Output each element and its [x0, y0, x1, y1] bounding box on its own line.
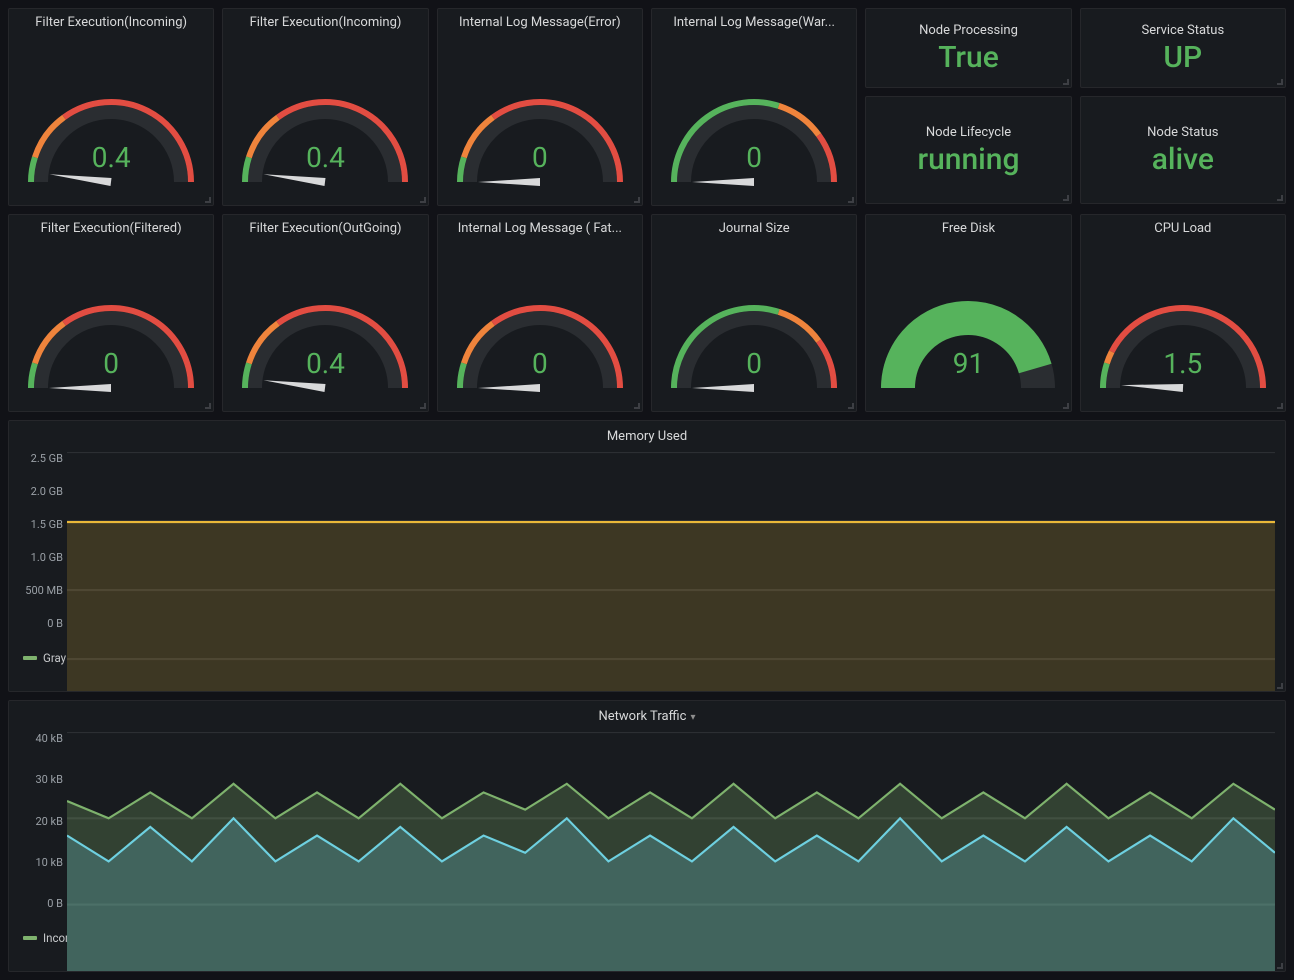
gauge-value: 0 [438, 141, 642, 174]
gauge-graphic: 0 [438, 32, 642, 192]
stat-value: running [917, 142, 1019, 183]
panel-title: Free Disk [866, 215, 1070, 238]
gauge-graphic: 0.4 [223, 32, 427, 192]
panel-title: Internal Log Message(War... [652, 9, 856, 32]
resize-handle-icon[interactable] [634, 197, 640, 203]
panel-title: Service Status [1133, 15, 1232, 40]
legend-swatch-icon [23, 936, 37, 940]
gauge-value: 0.4 [223, 141, 427, 174]
stat-value: UP [1163, 40, 1202, 81]
stat-panel[interactable]: Node Lifecycle running [865, 96, 1071, 204]
gauge-graphic: 0 [652, 238, 856, 398]
legend-swatch-icon [23, 656, 37, 660]
gauge-panel[interactable]: Internal Log Message(War... 0 [651, 8, 857, 206]
panel-title: Internal Log Message(Error) [438, 9, 642, 32]
panel-title: Network Traffic▾ [9, 701, 1285, 728]
panel-title: Filter Execution(Filtered) [9, 215, 213, 238]
gauge-graphic: 0.4 [223, 238, 427, 398]
gauge-panel[interactable]: Filter Execution(OutGoing) 0.4 [222, 214, 428, 412]
resize-handle-icon[interactable] [1277, 963, 1283, 969]
resize-handle-icon[interactable] [420, 403, 426, 409]
gauge-value: 91 [866, 347, 1070, 380]
panel-title: Filter Execution(Incoming) [223, 9, 427, 32]
gauge-value: 0.4 [223, 347, 427, 380]
gauge-panel[interactable]: Filter Execution(Filtered) 0 [8, 214, 214, 412]
stat-panel[interactable]: Node Processing True [865, 8, 1071, 88]
panel-title: Node Processing [911, 15, 1026, 40]
resize-handle-icon[interactable] [1063, 79, 1069, 85]
chart-plot[interactable]: 40 kB30 kB20 kB10 kB0 B [67, 732, 1275, 910]
stat-value: True [938, 40, 999, 81]
network-traffic-panel[interactable]: Network Traffic▾ 40 kB30 kB20 kB10 kB0 B… [8, 700, 1286, 972]
stat-panel[interactable]: Service Status UP [1080, 8, 1286, 88]
gauge-panel[interactable]: Journal Size 0 [651, 214, 857, 412]
resize-handle-icon[interactable] [1277, 683, 1283, 689]
gauge-panel[interactable]: Free Disk 91 [865, 214, 1071, 412]
resize-handle-icon[interactable] [1063, 195, 1069, 201]
gauge-graphic: 1.5 [1081, 238, 1285, 398]
gauge-panel[interactable]: Internal Log Message(Error) 0 [437, 8, 643, 206]
chevron-down-icon[interactable]: ▾ [690, 712, 695, 723]
gauge-value: 0 [652, 141, 856, 174]
resize-handle-icon[interactable] [1277, 403, 1283, 409]
dashboard-grid: Filter Execution(Incoming) 0.4 Filter Ex… [8, 8, 1286, 412]
panel-title: Memory Used [9, 421, 1285, 448]
resize-handle-icon[interactable] [205, 197, 211, 203]
resize-handle-icon[interactable] [634, 403, 640, 409]
chart-plot[interactable]: 2.5 GB2.0 GB1.5 GB1.0 GB500 MB0 B [67, 452, 1275, 630]
y-axis: 40 kB30 kB20 kB10 kB0 B [15, 732, 63, 910]
panel-title: Node Status [1139, 117, 1226, 142]
gauge-panel[interactable]: Filter Execution(Incoming) 0.4 [8, 8, 214, 206]
resize-handle-icon[interactable] [848, 197, 854, 203]
panel-title: Node Lifecycle [918, 117, 1019, 142]
gauge-value: 0 [438, 347, 642, 380]
gauge-panel[interactable]: Internal Log Message ( Fat... 0 [437, 214, 643, 412]
gauge-graphic: 0 [438, 238, 642, 398]
panel-title: Internal Log Message ( Fat... [438, 215, 642, 238]
panel-title: Filter Execution(OutGoing) [223, 215, 427, 238]
gauge-graphic: 0.4 [9, 32, 213, 192]
gauge-graphic: 0 [652, 32, 856, 192]
gauge-value: 0 [652, 347, 856, 380]
gauge-value: 0.4 [9, 141, 213, 174]
stat-value: alive [1152, 142, 1214, 183]
resize-handle-icon[interactable] [1063, 403, 1069, 409]
stat-grid: Node Processing True Service Status UP N… [865, 8, 1286, 206]
resize-handle-icon[interactable] [1277, 79, 1283, 85]
y-axis: 2.5 GB2.0 GB1.5 GB1.0 GB500 MB0 B [15, 452, 63, 630]
resize-handle-icon[interactable] [205, 403, 211, 409]
gauge-panel[interactable]: Filter Execution(Incoming) 0.4 [222, 8, 428, 206]
gauge-value: 1.5 [1081, 347, 1285, 380]
gauge-graphic: 0 [9, 238, 213, 398]
resize-handle-icon[interactable] [848, 403, 854, 409]
panel-title: Journal Size [652, 215, 856, 238]
panel-title: CPU Load [1081, 215, 1285, 238]
gauge-value: 0 [9, 347, 213, 380]
graph-row: Memory Used 2.5 GB2.0 GB1.5 GB1.0 GB500 … [8, 420, 1286, 972]
panel-title: Filter Execution(Incoming) [9, 9, 213, 32]
resize-handle-icon[interactable] [420, 197, 426, 203]
stat-panel[interactable]: Node Status alive [1080, 96, 1286, 204]
resize-handle-icon[interactable] [1277, 195, 1283, 201]
gauge-panel[interactable]: CPU Load 1.5 [1080, 214, 1286, 412]
memory-used-panel[interactable]: Memory Used 2.5 GB2.0 GB1.5 GB1.0 GB500 … [8, 420, 1286, 692]
gauge-graphic: 91 [866, 238, 1070, 398]
